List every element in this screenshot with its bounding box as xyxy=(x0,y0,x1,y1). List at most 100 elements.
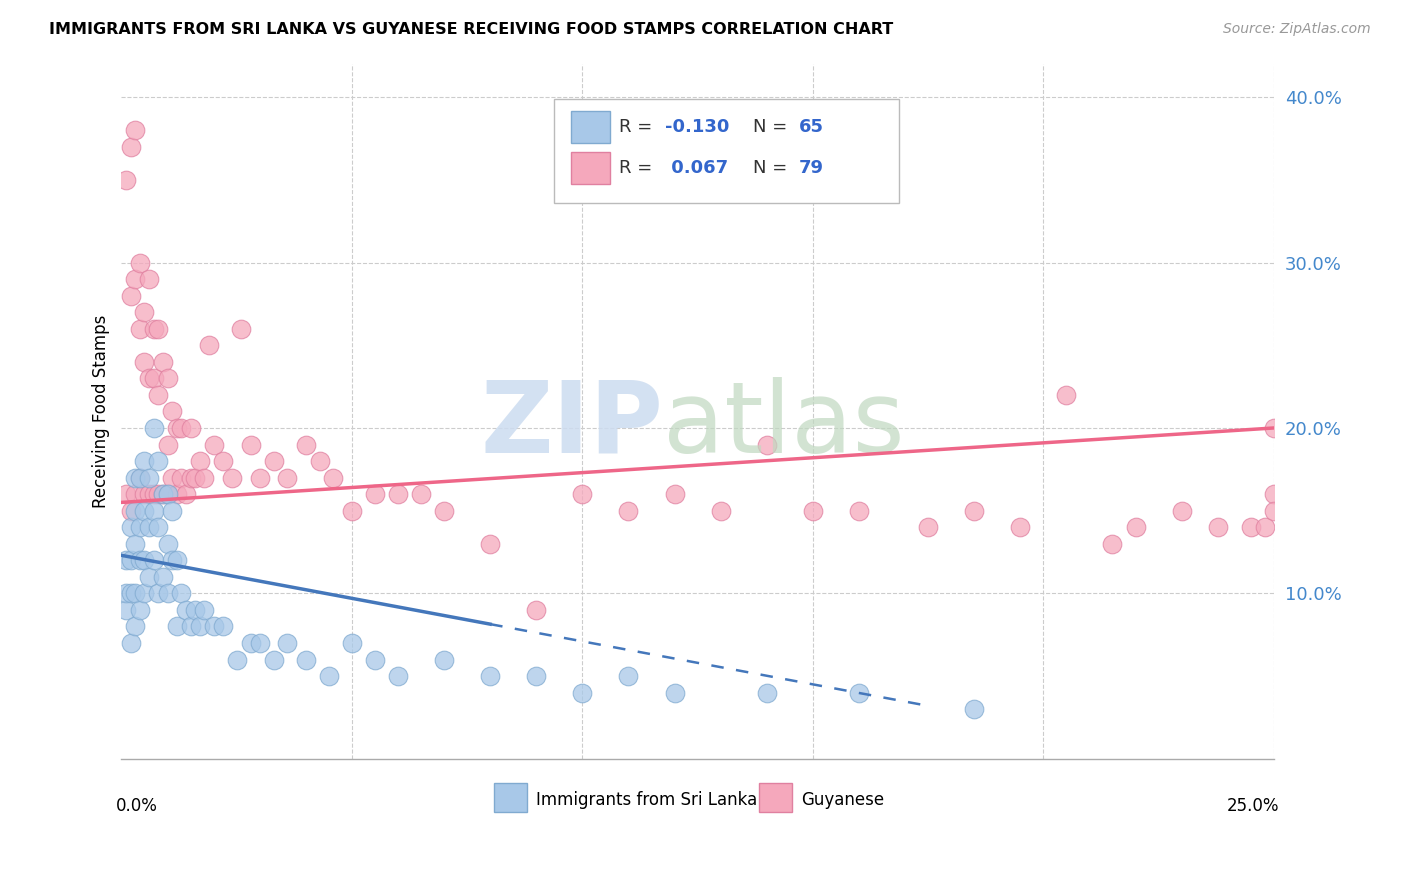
Point xyxy=(1263,503,1285,517)
Point xyxy=(120,586,142,600)
Point xyxy=(1263,421,1285,435)
Point xyxy=(138,487,160,501)
Point xyxy=(571,487,593,501)
Point xyxy=(115,173,138,187)
Point xyxy=(138,520,160,534)
Point xyxy=(148,520,170,534)
Point xyxy=(193,603,215,617)
Point xyxy=(1010,520,1032,534)
Text: Immigrants from Sri Lanka: Immigrants from Sri Lanka xyxy=(536,791,758,809)
Point xyxy=(571,685,593,699)
Point xyxy=(180,421,202,435)
FancyBboxPatch shape xyxy=(554,99,900,203)
Point xyxy=(387,669,409,683)
Point xyxy=(295,437,318,451)
Point xyxy=(180,619,202,633)
Point xyxy=(170,421,193,435)
Y-axis label: Receiving Food Stamps: Receiving Food Stamps xyxy=(93,315,110,508)
Point xyxy=(479,537,502,551)
Point xyxy=(142,322,165,336)
Point xyxy=(755,437,778,451)
Point xyxy=(193,470,215,484)
Point xyxy=(202,437,225,451)
Point xyxy=(148,322,170,336)
Point xyxy=(160,553,183,567)
Point xyxy=(124,123,146,137)
Point xyxy=(115,553,138,567)
Point xyxy=(848,685,870,699)
FancyBboxPatch shape xyxy=(571,153,610,185)
Point xyxy=(128,255,150,269)
Point xyxy=(1125,520,1147,534)
Point xyxy=(524,669,547,683)
Point xyxy=(249,636,271,650)
Point xyxy=(160,404,183,418)
FancyBboxPatch shape xyxy=(571,111,610,143)
Point xyxy=(617,503,640,517)
Point xyxy=(120,288,142,302)
Point xyxy=(152,570,174,584)
Point xyxy=(848,503,870,517)
Point xyxy=(166,421,188,435)
Point xyxy=(115,586,138,600)
Point xyxy=(364,487,387,501)
Point xyxy=(120,636,142,650)
Point xyxy=(138,570,160,584)
Point xyxy=(134,305,156,319)
Text: Source: ZipAtlas.com: Source: ZipAtlas.com xyxy=(1223,22,1371,37)
Text: 79: 79 xyxy=(799,160,824,178)
Point xyxy=(174,487,197,501)
Point xyxy=(148,388,170,402)
Point xyxy=(128,520,150,534)
Point xyxy=(479,669,502,683)
Point xyxy=(249,470,271,484)
Point xyxy=(160,503,183,517)
Point xyxy=(364,652,387,666)
Point xyxy=(917,520,939,534)
Text: R =: R = xyxy=(619,160,658,178)
Point xyxy=(276,636,298,650)
Point xyxy=(221,470,243,484)
Text: Guyanese: Guyanese xyxy=(801,791,884,809)
Point xyxy=(1253,520,1275,534)
Text: N =: N = xyxy=(754,160,793,178)
Point xyxy=(1263,487,1285,501)
Text: 65: 65 xyxy=(799,118,824,136)
Text: 25.0%: 25.0% xyxy=(1227,797,1279,815)
Point xyxy=(138,470,160,484)
Point xyxy=(617,669,640,683)
Point xyxy=(184,470,207,484)
Point xyxy=(276,470,298,484)
Text: ZIP: ZIP xyxy=(481,376,664,474)
Point xyxy=(148,487,170,501)
Point xyxy=(128,603,150,617)
Point xyxy=(211,619,233,633)
Point xyxy=(801,503,824,517)
Point xyxy=(124,487,146,501)
Point xyxy=(156,537,179,551)
Point xyxy=(124,586,146,600)
Point xyxy=(318,669,340,683)
Point xyxy=(156,487,179,501)
Point xyxy=(152,355,174,369)
Point xyxy=(156,371,179,385)
Text: IMMIGRANTS FROM SRI LANKA VS GUYANESE RECEIVING FOOD STAMPS CORRELATION CHART: IMMIGRANTS FROM SRI LANKA VS GUYANESE RE… xyxy=(49,22,893,37)
Point xyxy=(115,487,138,501)
Point xyxy=(134,586,156,600)
Point xyxy=(202,619,225,633)
Point xyxy=(188,619,211,633)
Point xyxy=(664,685,686,699)
Point xyxy=(120,520,142,534)
Point xyxy=(138,272,160,286)
Point xyxy=(239,437,262,451)
FancyBboxPatch shape xyxy=(759,783,792,813)
Text: -0.130: -0.130 xyxy=(665,118,730,136)
Point xyxy=(134,454,156,468)
Point xyxy=(128,553,150,567)
Point xyxy=(1208,520,1230,534)
Text: atlas: atlas xyxy=(664,376,904,474)
Point xyxy=(152,487,174,501)
Point xyxy=(387,487,409,501)
Point xyxy=(433,503,456,517)
Text: R =: R = xyxy=(619,118,658,136)
